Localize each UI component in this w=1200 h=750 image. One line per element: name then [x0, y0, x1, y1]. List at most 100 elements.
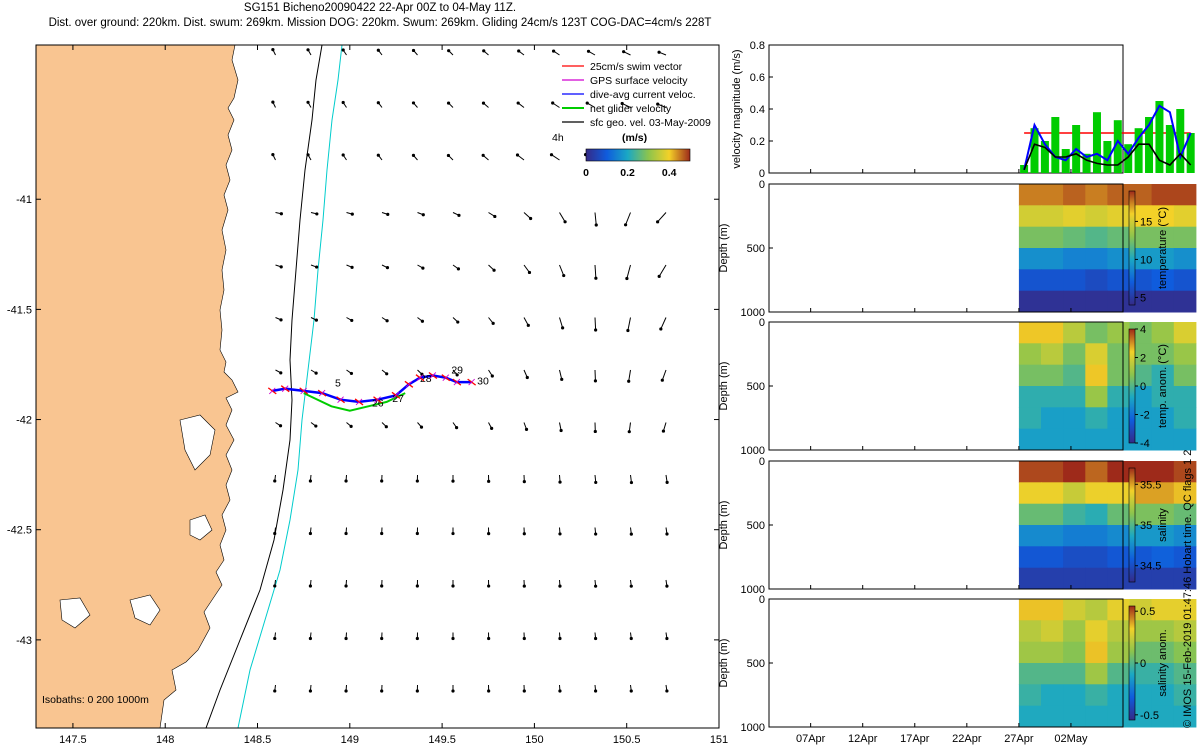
- isobath-1000m: [205, 45, 323, 728]
- day-label: 28: [420, 373, 432, 385]
- geo-vector-head: [551, 101, 555, 105]
- geo-vector-head: [482, 49, 486, 53]
- colorbar-left-label: 4h: [552, 132, 564, 144]
- section-cell: [1085, 407, 1108, 430]
- geo-vector-head: [384, 425, 388, 429]
- cbar-label: salinity: [1157, 508, 1169, 542]
- section-cell: [1018, 482, 1042, 505]
- section-cell: [1063, 641, 1086, 664]
- geo-vector-head: [446, 101, 451, 105]
- net-velocity-bar: [1082, 153, 1091, 173]
- tasmania-land: [36, 45, 239, 728]
- cbar-tick-label: 2: [1140, 353, 1146, 365]
- section-cell: [1063, 386, 1086, 408]
- cbar-tick-label: 4: [1140, 324, 1146, 336]
- cbar-tick-label: 10: [1140, 254, 1152, 266]
- geo-vector-head: [308, 479, 313, 483]
- geo-vector-head: [627, 379, 631, 383]
- section-panel-2: 0 500 1000 Depth (m) -4 -2 0 2 4 temp. anom. (°C): [718, 317, 1197, 457]
- geo-vector-head: [594, 689, 598, 693]
- net-velocity-bar: [1134, 128, 1143, 173]
- cbar-label: temperature (°C): [1157, 207, 1169, 289]
- section-cell: [1041, 684, 1064, 707]
- inlet-water: [59, 414, 216, 629]
- section-cell: [1063, 482, 1086, 505]
- date-tick-label: 17Apr: [900, 733, 930, 745]
- section-cell: [1018, 461, 1042, 483]
- section-cell: [1173, 525, 1197, 547]
- section-cell: [1151, 290, 1175, 313]
- map-panel: 5 26 27 28 29 30 147.5 148 148.5 149 149.5 150 150.…: [7, 44, 728, 746]
- section-cell: [1085, 567, 1108, 590]
- geo-vector-head: [481, 153, 485, 157]
- section-cell: [1173, 599, 1197, 621]
- geo-vector-head: [551, 49, 556, 53]
- section-cell: [1018, 503, 1042, 526]
- geo-vector-head: [385, 266, 390, 270]
- geo-vector-head: [344, 479, 348, 483]
- section-cell: [1173, 322, 1197, 344]
- geo-vector-head: [586, 49, 591, 53]
- geo-vector-head: [411, 153, 416, 157]
- section-cell: [1063, 407, 1086, 430]
- section-cell: [1018, 641, 1042, 664]
- geo-vector-head: [593, 379, 598, 383]
- cbar-tick-label: 0.5: [1140, 606, 1155, 618]
- section-cell: [1085, 599, 1108, 621]
- section-cell: [1107, 599, 1130, 621]
- geo-vector-head: [350, 318, 354, 323]
- geo-vector-head: [350, 212, 354, 216]
- geo-vector-head: [524, 427, 529, 431]
- gps-vector: [416, 374, 424, 382]
- geo-vector-head: [273, 636, 277, 641]
- depth-tick-label: 500: [747, 520, 765, 532]
- section-cell: [1018, 684, 1042, 707]
- colorbar-unit: (m/s): [622, 132, 647, 144]
- map-y-tick-label: -41: [16, 194, 32, 206]
- section-cell: [1151, 248, 1175, 270]
- section-cell: [1151, 525, 1175, 547]
- geo-vector-head: [271, 153, 275, 157]
- geo-vector-head: [376, 48, 380, 52]
- section-cell: [1041, 290, 1064, 313]
- section-cell: [1085, 322, 1108, 344]
- cbar-label: salinity anom.: [1157, 629, 1169, 696]
- gps-vector: [268, 387, 276, 395]
- geo-vector-head: [487, 532, 491, 536]
- map-y-tick-label: -43: [16, 635, 32, 647]
- geo-vector-head: [623, 223, 628, 227]
- geo-vector: [627, 317, 631, 331]
- depth-tick-label: 1000: [741, 722, 765, 734]
- section-cell: [1151, 386, 1175, 408]
- geo-vector-head: [661, 429, 666, 433]
- geo-vector-head: [562, 273, 566, 278]
- geo-vector-head: [415, 584, 419, 588]
- geo-vector-head: [314, 424, 318, 428]
- geo-vector-head: [656, 220, 660, 224]
- geo-vector: [594, 264, 597, 279]
- map-colorbar: [585, 148, 691, 162]
- geo-vector-head: [529, 216, 533, 221]
- section-cell: [1151, 684, 1175, 707]
- map-y-ticks: -41 -41.5 -42 -42.5 -43: [7, 194, 719, 647]
- geo-vector-head: [344, 531, 348, 536]
- section-cell: [1151, 705, 1175, 728]
- geo-vector-head: [515, 153, 520, 157]
- vel-y-tick-label: 0.6: [750, 72, 765, 84]
- colorbar-tick-2: 0.4: [662, 167, 677, 179]
- section-cell: [1151, 226, 1175, 249]
- net-velocity-bar: [1092, 112, 1101, 173]
- section-cell: [1151, 503, 1175, 526]
- section-cell: [1107, 641, 1130, 664]
- section-cell: [1085, 663, 1108, 685]
- geo-vector-head: [594, 636, 598, 641]
- section-cell: [1063, 705, 1086, 728]
- section-cell: [1041, 184, 1064, 206]
- map-y-tick-label: -42: [16, 415, 32, 427]
- geo-vector-head: [306, 48, 310, 52]
- section-cell: [1085, 546, 1108, 569]
- section-cell: [1041, 248, 1064, 270]
- day-labels: 5 26 27 28 29 30: [335, 364, 489, 409]
- section-cell: [1085, 205, 1108, 228]
